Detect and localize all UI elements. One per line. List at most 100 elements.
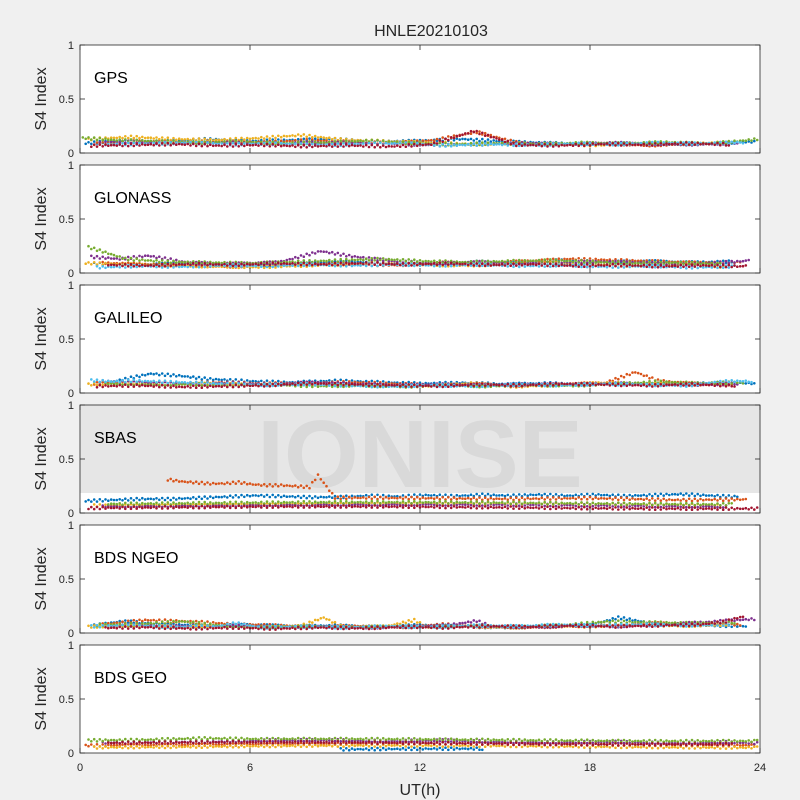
data-point bbox=[149, 259, 153, 262]
data-point bbox=[608, 143, 612, 147]
data-point bbox=[192, 266, 195, 269]
data-point bbox=[163, 256, 167, 259]
data-point bbox=[472, 130, 476, 134]
data-point bbox=[299, 383, 303, 387]
data-point bbox=[129, 262, 133, 266]
data-point bbox=[347, 383, 351, 387]
data-point bbox=[551, 142, 555, 145]
data-point bbox=[339, 254, 343, 257]
data-point bbox=[563, 259, 566, 263]
data-point bbox=[333, 261, 337, 265]
data-point bbox=[659, 140, 663, 143]
data-point bbox=[673, 142, 677, 145]
data-point bbox=[160, 262, 164, 266]
data-point bbox=[209, 137, 212, 141]
data-point bbox=[381, 383, 385, 386]
data-point bbox=[217, 495, 221, 499]
data-point bbox=[574, 263, 578, 267]
data-point bbox=[209, 384, 212, 388]
data-point bbox=[339, 385, 343, 388]
data-point bbox=[670, 142, 674, 146]
data-point bbox=[186, 137, 189, 141]
data-point bbox=[177, 373, 181, 377]
data-point bbox=[424, 262, 428, 266]
data-point bbox=[750, 380, 753, 384]
data-point bbox=[282, 144, 286, 147]
data-point bbox=[254, 136, 257, 140]
data-point bbox=[583, 384, 586, 387]
data-point bbox=[617, 262, 620, 266]
data-point bbox=[319, 137, 323, 141]
data-point bbox=[738, 265, 742, 268]
data-point bbox=[305, 496, 309, 500]
data-point bbox=[407, 140, 411, 144]
data-point bbox=[322, 141, 326, 144]
y-tick-label: 0 bbox=[68, 148, 74, 160]
data-point bbox=[95, 249, 99, 253]
data-point bbox=[614, 264, 617, 268]
data-point bbox=[175, 263, 178, 267]
data-point bbox=[625, 144, 629, 147]
data-point bbox=[226, 142, 229, 145]
data-point bbox=[682, 143, 685, 146]
data-point bbox=[260, 142, 263, 146]
data-point bbox=[206, 263, 209, 267]
data-point bbox=[308, 143, 311, 147]
data-point bbox=[747, 258, 750, 262]
data-point bbox=[143, 498, 147, 501]
data-point bbox=[614, 381, 617, 385]
data-point bbox=[146, 143, 150, 146]
data-point bbox=[243, 263, 246, 267]
data-point bbox=[381, 493, 385, 497]
data-point bbox=[645, 385, 648, 388]
data-point bbox=[687, 384, 691, 387]
data-point bbox=[393, 141, 396, 145]
data-point bbox=[177, 137, 181, 140]
data-point bbox=[515, 142, 518, 145]
data-point bbox=[138, 375, 141, 379]
data-point bbox=[90, 247, 93, 251]
data-point bbox=[339, 143, 343, 146]
data-point bbox=[699, 383, 702, 387]
data-point bbox=[155, 256, 158, 260]
data-point bbox=[299, 496, 303, 500]
data-point bbox=[495, 143, 498, 146]
data-point bbox=[98, 383, 102, 387]
data-point bbox=[291, 261, 294, 265]
data-point bbox=[214, 385, 218, 388]
data-point bbox=[325, 250, 328, 254]
data-point bbox=[585, 142, 589, 145]
data-point bbox=[515, 382, 518, 385]
data-point bbox=[240, 378, 243, 382]
data-point bbox=[614, 259, 617, 263]
data-point bbox=[121, 136, 124, 140]
data-point bbox=[228, 262, 232, 266]
data-point bbox=[126, 258, 130, 262]
data-point bbox=[376, 379, 379, 383]
data-point bbox=[313, 137, 317, 140]
data-point bbox=[126, 499, 130, 502]
data-point bbox=[87, 261, 90, 264]
data-point bbox=[727, 383, 731, 386]
data-point bbox=[291, 264, 294, 268]
data-point bbox=[197, 261, 201, 265]
data-point bbox=[248, 144, 252, 147]
data-point bbox=[353, 258, 357, 262]
data-point bbox=[101, 145, 104, 148]
data-point bbox=[379, 141, 382, 145]
data-point bbox=[211, 381, 215, 385]
data-point bbox=[693, 143, 697, 146]
data-point bbox=[107, 252, 110, 256]
data-point bbox=[268, 385, 272, 388]
data-point bbox=[744, 139, 748, 142]
data-point bbox=[285, 495, 289, 499]
data-point bbox=[294, 145, 297, 149]
data-point bbox=[486, 385, 490, 388]
data-point bbox=[109, 136, 113, 139]
data-point bbox=[257, 266, 260, 269]
series-6 bbox=[90, 129, 731, 149]
data-point bbox=[112, 253, 116, 257]
data-point bbox=[744, 264, 748, 267]
data-point bbox=[373, 141, 377, 145]
